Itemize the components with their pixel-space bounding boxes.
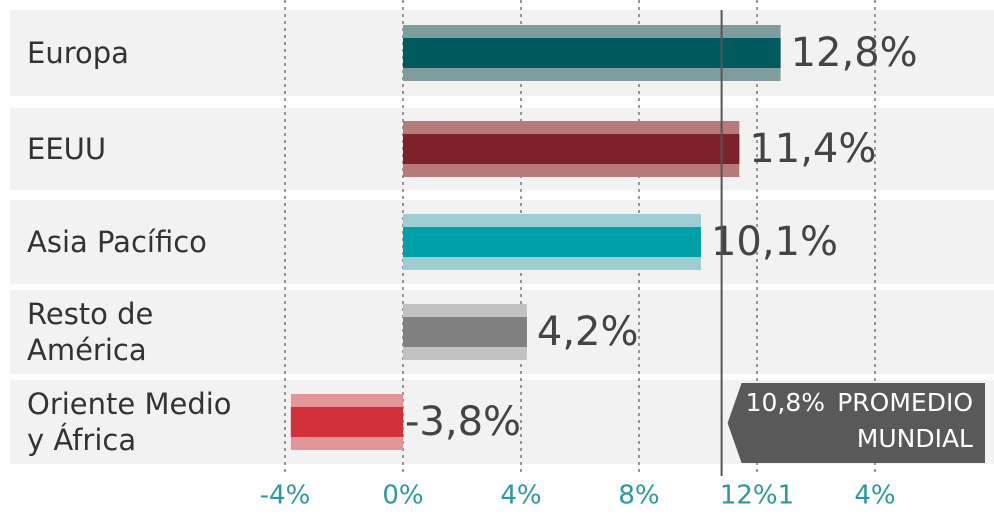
- category-label: Europa: [27, 36, 129, 70]
- value-label: 4,2%: [537, 309, 639, 355]
- x-tick-label: 12%1: [720, 481, 794, 511]
- value-label: -3,8%: [405, 399, 521, 445]
- bar: [290, 407, 403, 437]
- average-value-label: 10,8%: [746, 388, 825, 417]
- category-label: Resto de América: [27, 297, 153, 367]
- bar: [403, 38, 781, 68]
- x-tick-label: 4%: [854, 481, 895, 511]
- category-label: Oriente Medio y África: [27, 387, 232, 457]
- value-label: 12,8%: [791, 30, 918, 76]
- value-label: 10,1%: [711, 219, 838, 265]
- bar: [403, 317, 527, 347]
- average-text: PROMEDIO MUNDIAL: [837, 388, 973, 453]
- x-tick-label: 4%: [500, 481, 541, 511]
- bar: [403, 134, 740, 164]
- value-label: 11,4%: [749, 126, 876, 172]
- x-tick-label: -4%: [260, 481, 311, 511]
- category-label: EEUU: [27, 132, 106, 166]
- category-label: Asia Pacífico: [27, 225, 207, 259]
- callout-box: [727, 383, 985, 463]
- bar: [403, 227, 701, 257]
- x-tick-label: 8%: [618, 481, 659, 511]
- x-tick-label: 0%: [382, 481, 423, 511]
